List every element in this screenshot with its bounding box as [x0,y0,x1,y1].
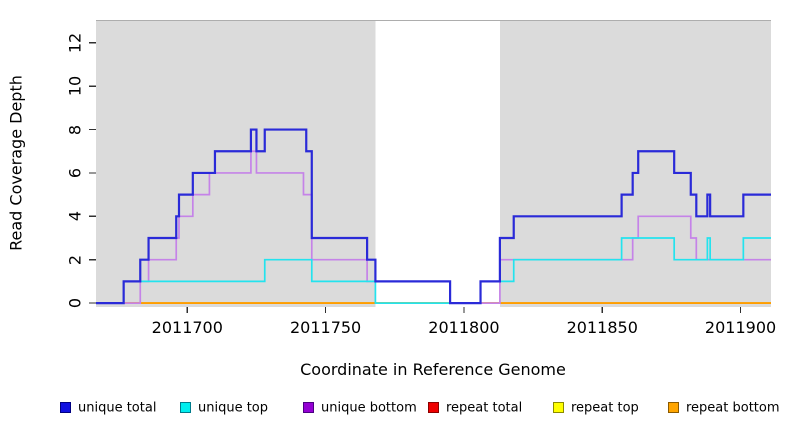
legend-label: repeat bottom [686,400,780,416]
legend-item-unique-top: unique top [180,400,268,416]
legend-label: unique bottom [321,400,417,416]
x-tick-label: 2011800 [428,318,500,337]
legend-swatch-icon [303,402,314,413]
legend-item-repeat-total: repeat total [428,400,522,416]
legend-swatch-icon [553,402,564,413]
x-tick-label: 2011750 [289,318,362,337]
y-tick-label: 8 [65,124,85,135]
y-tick-label: 10 [65,75,85,97]
x-tick-label: 2011900 [704,318,777,337]
y-tick-label: 0 [65,298,85,309]
legend-label: repeat total [446,400,523,416]
legend-swatch-icon [60,402,71,413]
legend-label: repeat top [571,400,639,416]
y-tick-label: 12 [65,32,85,53]
y-tick-label: 2 [65,254,85,265]
legend-label: unique top [198,400,269,416]
x-tick-label: 2011850 [566,318,638,337]
y-tick-label: 4 [65,211,85,222]
x-tick-label: 2011700 [151,318,223,337]
legend-item-repeat-top: repeat top [553,400,639,416]
series-line-unique-bottom [96,150,771,304]
legend-swatch-icon [668,402,679,413]
x-axis-title: Coordinate in Reference Genome [300,360,566,379]
legend-item-repeat-bottom: repeat bottom [668,400,780,416]
y-axis-title: Read Coverage Depth [6,75,26,251]
series-line-unique-top [96,237,771,304]
legend-label: unique total [78,400,157,416]
legend-item-unique-total: unique total [60,400,156,416]
gap-region [375,20,500,307]
legend-swatch-icon [180,402,191,413]
y-tick-label: 6 [65,167,85,179]
series-line-unique-total [96,128,771,305]
legend-swatch-icon [428,402,439,413]
legend-item-unique-bottom: unique bottom [303,400,417,416]
